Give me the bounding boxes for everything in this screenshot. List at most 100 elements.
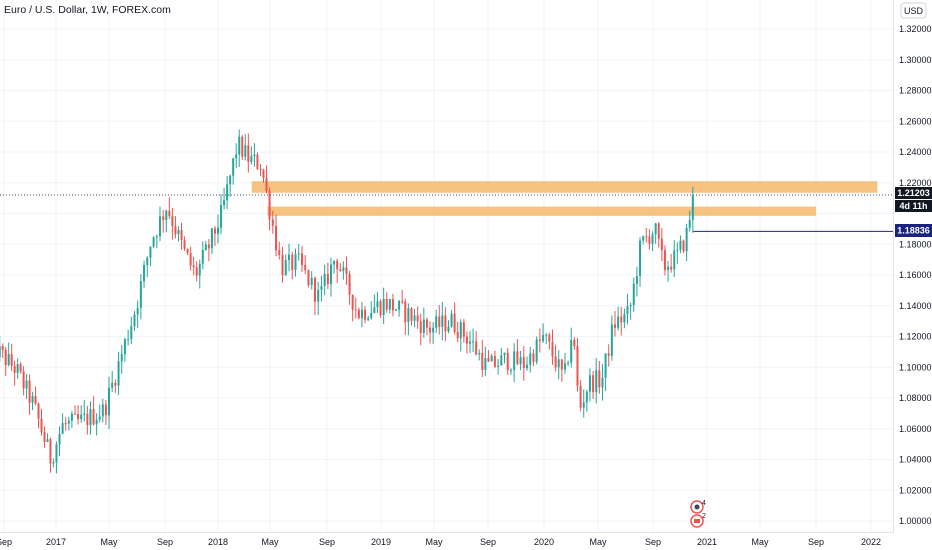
candle-body bbox=[490, 355, 493, 362]
time-tick-label: May bbox=[589, 537, 607, 547]
candle-body bbox=[425, 319, 428, 328]
time-tick-label: Sep bbox=[157, 537, 173, 547]
candle-body bbox=[478, 352, 481, 355]
candle-body bbox=[117, 361, 120, 386]
candle-body bbox=[626, 306, 629, 315]
countdown-value: 4d 11h bbox=[899, 201, 927, 211]
candle-body bbox=[108, 387, 110, 416]
currency-button[interactable]: USD bbox=[900, 2, 927, 19]
event-badge-2[interactable]: 2 bbox=[690, 513, 706, 528]
price-tick-label: 1.22000 bbox=[899, 178, 932, 188]
time-scale[interactable]: Sep 2017 May Sep 2018 May Sep 2019 May Sep 2020 May… bbox=[0, 537, 881, 547]
candle-body bbox=[484, 358, 487, 370]
candle-body bbox=[435, 316, 438, 328]
candle-body bbox=[348, 274, 351, 295]
candle-body bbox=[444, 315, 447, 332]
candle-body bbox=[189, 253, 192, 266]
candle-body bbox=[307, 270, 310, 286]
time-tick-label: Sep bbox=[319, 537, 335, 547]
candle-body bbox=[284, 260, 287, 276]
candle-body bbox=[413, 315, 416, 321]
candle-body bbox=[535, 339, 538, 362]
candle-body bbox=[180, 230, 183, 241]
time-tick-label: Sep bbox=[808, 537, 824, 547]
candle-body bbox=[250, 156, 253, 162]
candle-body bbox=[7, 354, 10, 365]
candle-body bbox=[28, 380, 31, 403]
candle-body bbox=[229, 175, 232, 185]
candle-body bbox=[31, 396, 34, 403]
candle-body bbox=[162, 216, 165, 220]
candle-body bbox=[268, 190, 271, 220]
candle-body bbox=[642, 236, 645, 241]
candle-body bbox=[487, 358, 490, 362]
candle-body bbox=[585, 391, 588, 403]
candle-body bbox=[663, 250, 666, 271]
candle-body bbox=[174, 226, 177, 235]
time-tick-label: May bbox=[751, 537, 769, 547]
time-tick-label: Sep bbox=[480, 537, 496, 547]
time-tick-label: 2018 bbox=[208, 537, 228, 547]
candle-body bbox=[519, 357, 522, 365]
candle-body bbox=[551, 341, 554, 357]
candle-body bbox=[101, 404, 104, 417]
dividend-icon-bar bbox=[694, 519, 700, 523]
candle-body bbox=[651, 234, 654, 244]
candle-body bbox=[592, 375, 595, 393]
candle-body bbox=[83, 413, 86, 415]
time-tick-label: May bbox=[261, 537, 279, 547]
candle-body bbox=[92, 409, 95, 425]
price-tick-label: 1.24000 bbox=[899, 147, 932, 157]
candle-body bbox=[472, 341, 475, 343]
candle-body bbox=[235, 154, 238, 159]
event-badge-1-count: 4 bbox=[702, 500, 706, 507]
candle-body bbox=[660, 238, 663, 251]
candle-body bbox=[291, 254, 294, 271]
candle-body bbox=[635, 276, 638, 284]
candle-body bbox=[481, 352, 484, 370]
candle-body bbox=[382, 298, 385, 315]
candle-body bbox=[617, 316, 620, 328]
candle-body bbox=[648, 236, 651, 244]
countdown-tag: 4d 11h bbox=[895, 200, 932, 212]
candle-body bbox=[336, 260, 339, 270]
candle-body bbox=[130, 326, 133, 340]
candle-body bbox=[441, 315, 444, 327]
candle-body bbox=[373, 307, 376, 313]
price-tick-label: 1.12000 bbox=[899, 332, 932, 342]
candle-body bbox=[410, 308, 413, 321]
candle-body bbox=[673, 250, 676, 270]
candle-body bbox=[4, 349, 7, 365]
candle-body bbox=[598, 370, 601, 388]
candle-body bbox=[204, 244, 207, 251]
candle-body bbox=[532, 353, 535, 362]
event-badge-1[interactable]: 4 bbox=[690, 500, 706, 514]
last-price-value: 1.21203 bbox=[897, 188, 930, 198]
price-scale[interactable]: 1.32000 1.30000 1.28000 1.26000 1.24000 1.220… bbox=[899, 24, 932, 526]
candle-body bbox=[86, 413, 89, 426]
candle-body bbox=[136, 307, 139, 315]
candle-body bbox=[111, 382, 114, 388]
candle-body bbox=[320, 285, 323, 290]
candle-body bbox=[407, 308, 410, 322]
candle-body bbox=[623, 314, 626, 323]
candle-body bbox=[685, 227, 688, 252]
candle-body bbox=[16, 364, 19, 373]
candle-body bbox=[513, 351, 516, 371]
candle-body bbox=[601, 377, 604, 388]
candle-body bbox=[171, 215, 174, 227]
candle-body bbox=[456, 332, 459, 339]
price-tick-label: 1.06000 bbox=[899, 424, 932, 434]
candle-body bbox=[522, 357, 525, 369]
candle-body bbox=[146, 257, 149, 265]
price-tick-label: 1.08000 bbox=[899, 393, 932, 403]
candle-body bbox=[563, 363, 566, 370]
candle-body bbox=[391, 299, 394, 311]
candle-body bbox=[265, 177, 268, 191]
candle-body bbox=[104, 404, 107, 416]
candle-body bbox=[177, 230, 180, 235]
candle-body bbox=[367, 318, 370, 320]
candle-body bbox=[529, 353, 532, 365]
candle-body bbox=[500, 355, 503, 366]
